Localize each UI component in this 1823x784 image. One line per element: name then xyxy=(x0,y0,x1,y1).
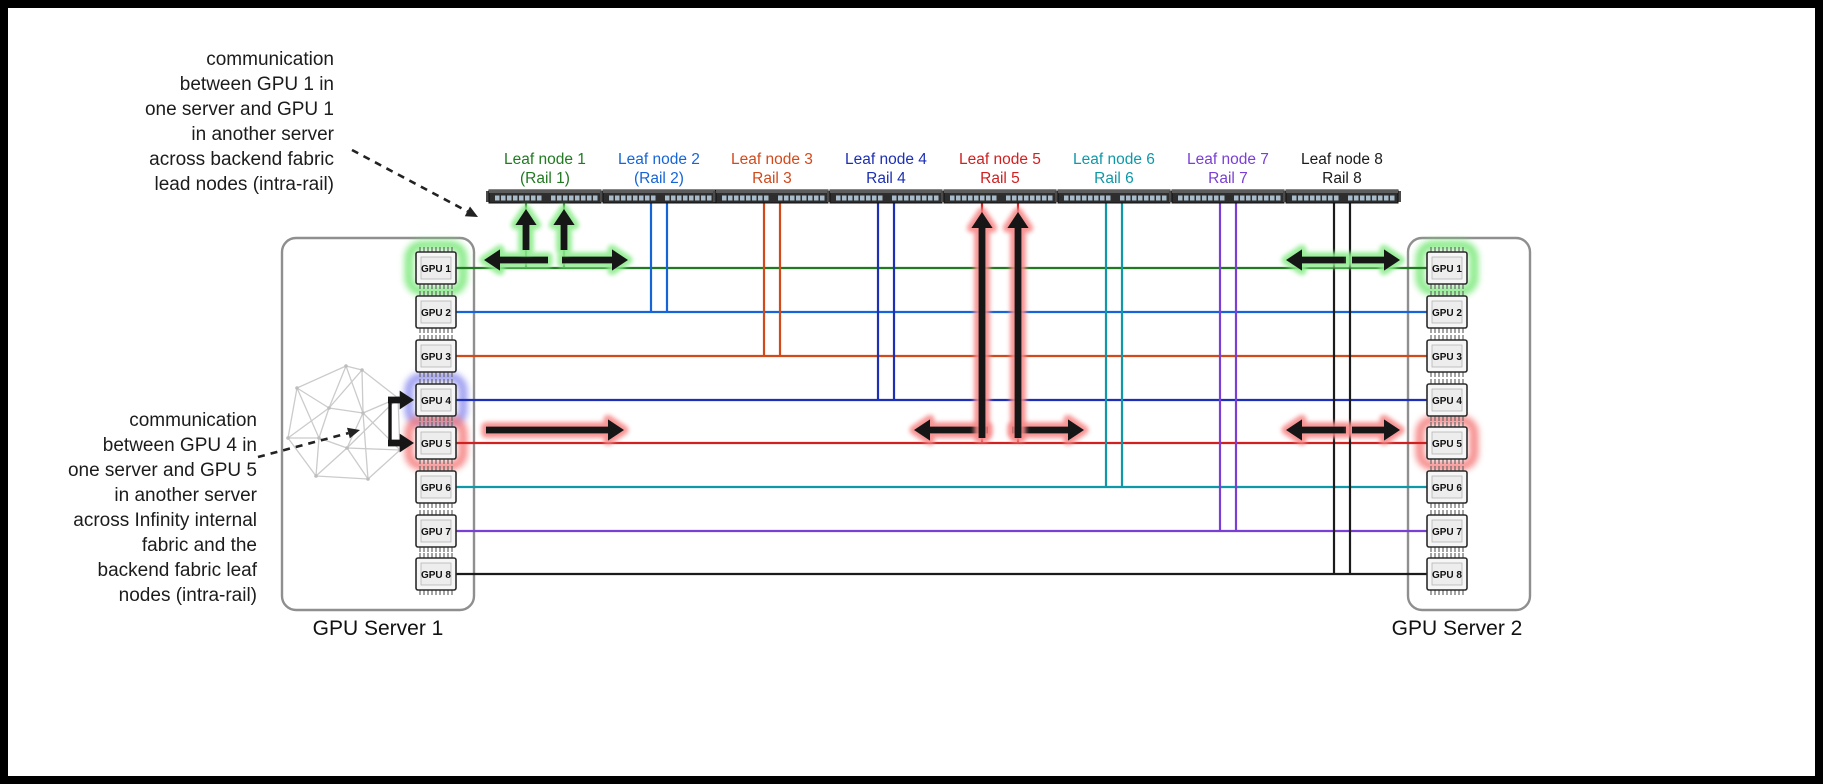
leaf-node-rail: Rail 5 xyxy=(980,170,1020,187)
gpu-chip-label: GPU 6 xyxy=(421,483,451,494)
annotation-pointer-arrows xyxy=(257,148,478,459)
leaf-node-switches: Leaf node 1 (Rail 1) Leaf node 2 (Rail 2) Le… xyxy=(486,151,1401,204)
leaf-node-name: Leaf node 2 xyxy=(618,151,700,168)
gpu-chip-server2-2: GPU 2 xyxy=(1426,291,1468,333)
gpu-chip-server2-8: GPU 8 xyxy=(1426,553,1468,595)
server1-label: GPU Server 1 xyxy=(312,617,444,640)
leaf-node-name: Leaf node 8 xyxy=(1301,151,1383,168)
gpu-chip-server1-1: GPU 1 xyxy=(415,247,457,289)
gpu-chip-label: GPU 4 xyxy=(421,396,451,407)
leaf-node-name: Leaf node 4 xyxy=(845,151,927,168)
server2-label: GPU Server 2 xyxy=(1391,617,1523,640)
gpu-chip-server1-3: GPU 3 xyxy=(415,335,457,377)
gpu-chip-label: GPU 7 xyxy=(421,527,451,538)
gpu-chip-server1-4: GPU 4 xyxy=(415,379,457,421)
gpu-chip-label: GPU 2 xyxy=(421,308,451,319)
gpu-chip-label: GPU 7 xyxy=(1432,527,1462,538)
leaf-node-8-switch: Leaf node 8 Rail 8 xyxy=(1283,151,1401,204)
gpu-chip-server1-7: GPU 7 xyxy=(415,510,457,552)
leaf-node-rail: Rail 4 xyxy=(866,170,906,187)
rail-4-links xyxy=(456,203,1427,402)
leaf-node-5-switch: Leaf node 5 Rail 5 xyxy=(941,151,1059,204)
rail-6-links xyxy=(456,203,1427,489)
leaf-node-4-switch: Leaf node 4 Rail 4 xyxy=(827,151,945,204)
gpu-chip-server2-3: GPU 3 xyxy=(1426,335,1468,377)
gpu-chip-label: GPU 3 xyxy=(421,352,451,363)
leaf-node-3-switch: Leaf node 3 Rail 3 xyxy=(713,151,831,204)
gpu-chip-server2-4: GPU 4 xyxy=(1426,379,1468,421)
gpu-chips: GPU 1 GPU 2 GPU 3 GPU 4 GPU 5 GPU 6 GPU 7 GPU 8… xyxy=(415,247,1468,595)
gpu-chip-server2-5: GPU 5 xyxy=(1426,422,1468,464)
rail-2-links xyxy=(456,203,1427,314)
leaf-node-name: Leaf node 6 xyxy=(1073,151,1155,168)
gpu-chip-label: GPU 6 xyxy=(1432,483,1462,494)
gpu-chip-label: GPU 1 xyxy=(421,264,451,275)
gpu-chip-server1-6: GPU 6 xyxy=(415,466,457,508)
gpu-chip-label: GPU 2 xyxy=(1432,308,1462,319)
annotation-infinity-fabric: communication between GPU 4 in one serve… xyxy=(67,410,257,606)
leaf-node-rail: Rail 7 xyxy=(1208,170,1248,187)
leaf-node-7-switch: Leaf node 7 Rail 7 xyxy=(1169,151,1287,204)
leaf-node-rail: Rail 6 xyxy=(1094,170,1134,187)
gpu-chip-label: GPU 8 xyxy=(1432,570,1462,581)
leaf-node-name: Leaf node 1 xyxy=(504,151,586,168)
leaf-node-rail: Rail 3 xyxy=(752,170,792,187)
gpu-chip-server2-1: GPU 1 xyxy=(1426,247,1468,289)
leaf-node-6-switch: Leaf node 6 Rail 6 xyxy=(1055,151,1173,204)
gpu-chip-server2-7: GPU 7 xyxy=(1426,510,1468,552)
rail-7-links xyxy=(456,203,1427,533)
gpu-chip-server1-8: GPU 8 xyxy=(415,553,457,595)
gpu-chip-label: GPU 8 xyxy=(421,570,451,581)
leaf-node-1-switch: Leaf node 1 (Rail 1) xyxy=(486,151,604,204)
gpu-chip-label: GPU 1 xyxy=(1432,264,1462,275)
gpu-chip-label: GPU 5 xyxy=(421,439,451,450)
gpu-chip-server1-2: GPU 2 xyxy=(415,291,457,333)
traffic-flow-arrows xyxy=(388,204,1405,453)
gpu-chip-server2-6: GPU 6 xyxy=(1426,466,1468,508)
gpu-chip-label: GPU 3 xyxy=(1432,352,1462,363)
gpu-chip-label: GPU 4 xyxy=(1432,396,1462,407)
rail-3-links xyxy=(456,203,1427,358)
leaf-node-rail: (Rail 1) xyxy=(520,170,570,187)
leaf-node-rail: Rail 8 xyxy=(1322,170,1362,187)
gpu-chip-server1-5: GPU 5 xyxy=(415,422,457,464)
annotation-intra-rail: communication between GPU 1 in one serve… xyxy=(144,49,334,195)
gpu-chip-label: GPU 5 xyxy=(1432,439,1462,450)
leaf-node-rail: (Rail 2) xyxy=(634,170,684,187)
infinity-fabric-mesh xyxy=(286,364,402,481)
leaf-node-name: Leaf node 3 xyxy=(731,151,813,168)
leaf-node-name: Leaf node 5 xyxy=(959,151,1041,168)
leaf-node-name: Leaf node 7 xyxy=(1187,151,1269,168)
